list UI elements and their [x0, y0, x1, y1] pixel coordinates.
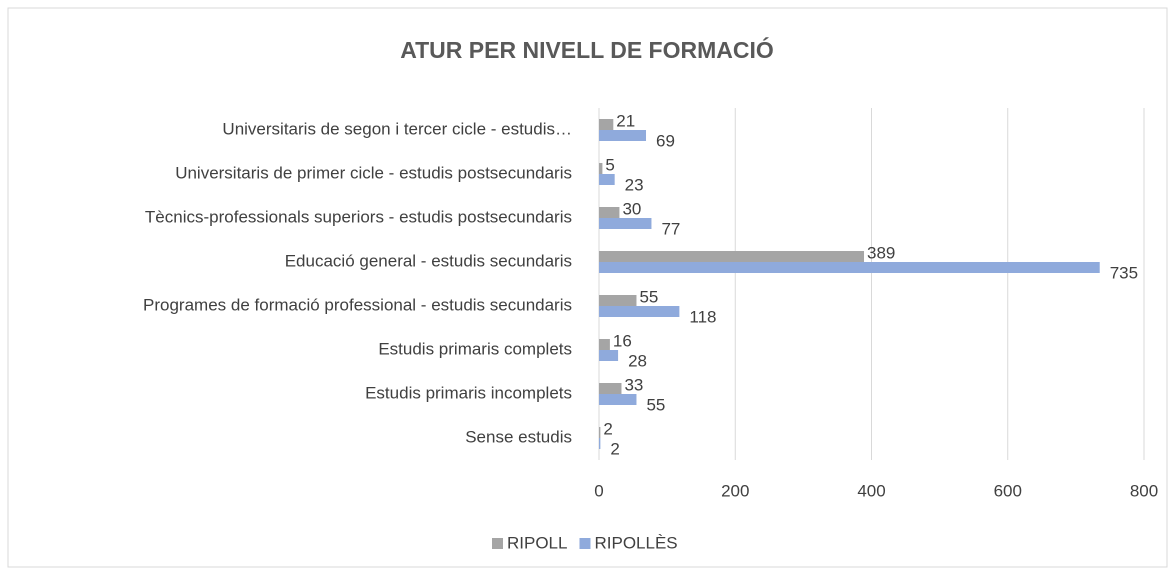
y-tick-label: Educació general - estudis secundaris: [285, 251, 572, 270]
bar: [599, 438, 601, 449]
x-tick-label: 800: [1130, 481, 1158, 500]
y-tick-label: Sense estudis: [465, 427, 572, 446]
data-label: 21: [616, 111, 635, 130]
data-label: 55: [646, 395, 665, 414]
bar: [599, 383, 622, 394]
legend-label: RIPOLL: [507, 533, 567, 552]
data-label: 2: [610, 439, 619, 458]
bar: [599, 295, 637, 306]
y-tick-label: Universitaris de primer cicle - estudis …: [175, 163, 572, 182]
data-label: 16: [613, 331, 632, 350]
y-tick-label: Tècnics-professionals superiors - estudi…: [145, 207, 572, 226]
data-label: 2: [603, 419, 612, 438]
bar: [599, 207, 620, 218]
bar: [599, 427, 601, 438]
data-label: 23: [625, 175, 644, 194]
bar: [599, 394, 637, 405]
data-label: 735: [1110, 263, 1138, 282]
bar: [599, 174, 615, 185]
chart-border: [7, 7, 1168, 568]
y-tick-label: Programes de formació professional - est…: [143, 295, 572, 314]
data-label: 69: [656, 131, 675, 150]
legend-swatch: [579, 538, 591, 549]
data-label: 30: [622, 199, 641, 218]
bar: [599, 350, 619, 361]
legend-swatch: [492, 538, 503, 549]
data-label: 55: [639, 287, 658, 306]
y-tick-label: Universitaris de segon i tercer cicle - …: [222, 119, 572, 138]
bar: [599, 306, 680, 317]
bar: [599, 251, 865, 262]
y-tick-label: Estudis primaris complets: [378, 339, 572, 358]
bar: [599, 339, 610, 350]
data-label: 389: [867, 243, 895, 262]
x-tick-label: 0: [594, 481, 603, 500]
bar: [599, 163, 603, 174]
data-label: 77: [661, 219, 680, 238]
legend-label: RIPOLLÈS: [594, 533, 677, 552]
x-tick-label: 400: [857, 481, 885, 500]
bar: [599, 262, 1100, 273]
data-label: 33: [624, 375, 643, 394]
data-label: 28: [628, 351, 647, 370]
bar: [599, 130, 647, 141]
y-tick-label: Estudis primaris incomplets: [365, 383, 572, 402]
x-tick-label: 600: [994, 481, 1022, 500]
bar: [599, 119, 614, 130]
data-label: 118: [689, 307, 716, 326]
x-tick-label: 200: [721, 481, 749, 500]
bar: [599, 218, 652, 229]
data-label: 5: [605, 155, 614, 174]
chart-title: ATUR PER NIVELL DE FORMACIÓ: [400, 36, 774, 63]
